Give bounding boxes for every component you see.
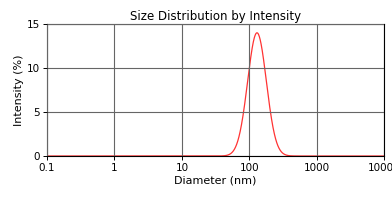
X-axis label: Diameter (nm): Diameter (nm) bbox=[174, 176, 257, 186]
Title: Size Distribution by Intensity: Size Distribution by Intensity bbox=[130, 10, 301, 23]
Y-axis label: Intensity (%): Intensity (%) bbox=[14, 54, 24, 126]
